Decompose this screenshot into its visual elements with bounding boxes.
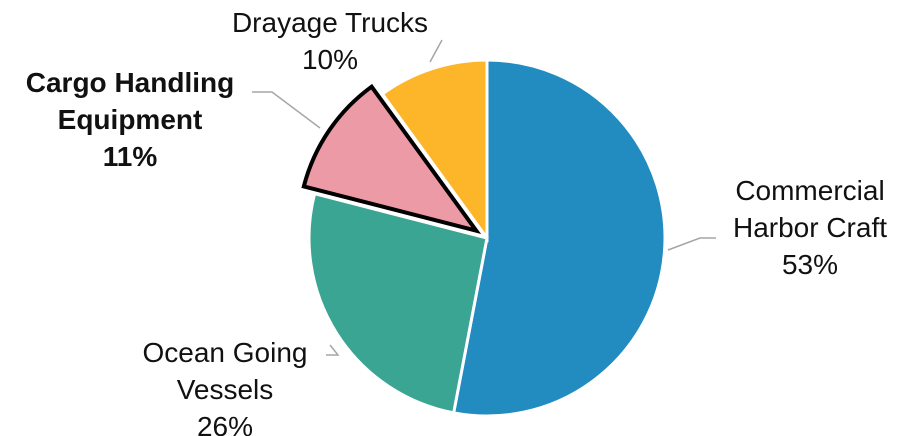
pie-slice [451, 58, 667, 418]
slice-name: Ocean Going Vessels [142, 337, 308, 405]
leader-line [667, 237, 716, 251]
slice-name: Drayage Trucks [231, 7, 429, 38]
pie-slice [380, 58, 489, 243]
slice-label: Drayage Trucks 10% [195, 4, 465, 78]
slice-label: Commercial Harbor Craft 53% [700, 172, 906, 283]
slice-value: 11% [102, 141, 158, 172]
slice-value: 10% [301, 44, 359, 75]
pie-slice [307, 191, 489, 415]
slice-label: Cargo Handling Equipment 11% [5, 64, 255, 175]
pie-slice [301, 83, 482, 235]
slice-value: 26% [196, 411, 254, 436]
slice-value: 53% [781, 249, 839, 280]
leader-line [429, 39, 443, 63]
slice-name: Cargo Handling Equipment [25, 67, 235, 135]
leader-line [326, 344, 340, 356]
slice-name: Commercial Harbor Craft [732, 175, 888, 243]
leader-line [252, 91, 321, 129]
slice-label: Ocean Going Vessels 26% [120, 334, 330, 436]
